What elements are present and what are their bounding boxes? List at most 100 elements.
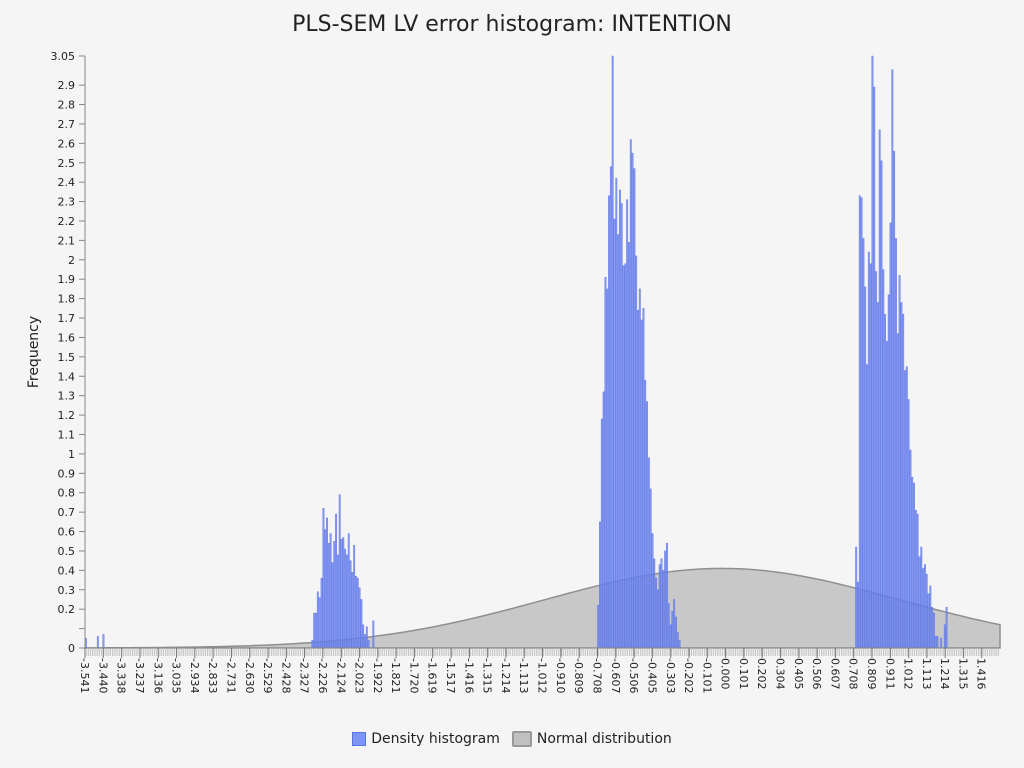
histogram-bar <box>913 482 915 649</box>
x-tick-label: -3.440 <box>96 658 109 693</box>
histogram-bar <box>642 308 645 649</box>
y-tick-label: 0.5 <box>58 545 76 558</box>
histogram-bar <box>656 589 659 649</box>
x-tick-label: -3.035 <box>170 658 183 693</box>
histogram-bar <box>358 587 361 649</box>
y-tick-label: 1.2 <box>58 409 76 422</box>
y-tick-label: 1.3 <box>58 390 76 403</box>
histogram-bar <box>320 577 323 649</box>
x-tick-label: 0.911 <box>883 658 896 690</box>
histogram-bar <box>893 150 896 649</box>
histogram-bar <box>911 476 914 649</box>
x-tick-label: 0.809 <box>865 658 878 690</box>
histogram-bar <box>340 539 343 649</box>
histogram-bar <box>608 195 610 649</box>
legend-item-normal[interactable]: Normal distribution <box>511 731 672 747</box>
legend-label-histogram: Density histogram <box>371 731 500 747</box>
histogram-bar <box>902 313 905 649</box>
histogram-bar <box>633 168 636 649</box>
histogram-bar <box>338 494 341 649</box>
normal-distribution-area <box>84 567 1001 649</box>
histogram-bar <box>356 577 359 649</box>
histogram-bar <box>649 488 652 649</box>
x-tick-label: -3.338 <box>115 658 128 693</box>
y-tick-label: 1 <box>68 448 75 461</box>
histogram-bar <box>617 234 620 649</box>
histogram-bar <box>940 638 943 649</box>
x-tick-label: 1.315 <box>956 658 969 690</box>
histogram-bar <box>933 612 935 649</box>
histogram-bar <box>611 55 614 649</box>
histogram-bar <box>316 591 319 649</box>
y-tick-label: 2.3 <box>58 196 76 209</box>
histogram-bar <box>676 632 679 649</box>
histogram-bar <box>606 288 609 649</box>
histogram-bar <box>326 517 328 649</box>
normal-swatch-icon <box>511 731 532 747</box>
histogram-bar <box>671 610 674 649</box>
histogram-bar <box>945 607 948 649</box>
y-tick-label: 0.2 <box>58 603 76 616</box>
histogram-bar <box>604 277 607 649</box>
histogram-bar <box>331 562 334 649</box>
x-tick-label: -0.708 <box>590 658 603 693</box>
y-tick-label: 1.6 <box>58 331 76 344</box>
histogram-bar <box>599 521 601 649</box>
histogram-bar <box>929 585 932 649</box>
histogram-bar <box>102 634 105 649</box>
histogram-bars-layer <box>84 55 948 649</box>
histogram-bar <box>880 160 883 649</box>
y-tick-label: 2.6 <box>58 137 76 150</box>
histogram-bar <box>347 533 350 649</box>
x-tick-label: 0.607 <box>828 658 841 690</box>
x-tick-label: 1.214 <box>938 658 951 690</box>
histogram-bar <box>653 558 656 649</box>
x-tick-label: 0.506 <box>810 658 823 690</box>
histogram-bar <box>891 69 894 649</box>
x-tick-label: 0.304 <box>774 658 787 690</box>
x-tick-label: -3.237 <box>133 658 146 693</box>
histogram-bar <box>335 513 337 649</box>
histogram-bar <box>662 570 665 649</box>
legend-label-normal: Normal distribution <box>536 731 672 747</box>
x-tick-label: -1.214 <box>499 658 512 693</box>
x-tick-label: -0.506 <box>627 658 640 693</box>
x-tick-label: -2.023 <box>353 658 366 693</box>
histogram-bar <box>618 189 621 649</box>
x-tick-label: -0.910 <box>554 658 567 693</box>
histogram-bar <box>904 370 906 649</box>
histogram-bar <box>353 544 356 649</box>
histogram-bar <box>628 242 630 649</box>
histogram-bar <box>351 572 354 649</box>
histogram-bar <box>864 286 867 649</box>
histogram-bar <box>329 533 332 649</box>
legend: Density histogram Normal distribution <box>0 731 1024 747</box>
histogram-bar <box>646 401 648 649</box>
histogram-bar <box>855 546 858 649</box>
x-tick-label: -2.428 <box>279 658 292 693</box>
y-tick-label: 2.1 <box>58 234 76 247</box>
histogram-bar <box>372 620 375 649</box>
histogram-bar <box>866 364 868 649</box>
legend-item-histogram[interactable]: Density histogram <box>352 731 500 747</box>
x-tick-label: -0.202 <box>682 658 695 693</box>
plot-area: 0 0.2 0.3 0.4 0.5 0.6 0.7 0.8 0.9 1 1.1 1.2 1.3 1.4 1.… <box>51 50 1001 693</box>
y-tick-label: 1.9 <box>58 273 76 286</box>
histogram-bar <box>637 310 639 649</box>
y-tick-label: 1.4 <box>58 370 76 383</box>
histogram-bar <box>920 546 923 649</box>
y-tick-label: 0.7 <box>58 506 76 519</box>
histogram-bar <box>315 612 317 649</box>
x-tick-label: -1.113 <box>517 658 530 693</box>
histogram-bar <box>313 612 316 649</box>
x-tick-label: 1.416 <box>975 658 988 690</box>
histogram-bar <box>666 542 668 649</box>
y-tick-label: 1.1 <box>58 428 76 441</box>
x-tick-label: -0.405 <box>645 658 658 693</box>
histogram-bar <box>858 195 861 649</box>
y-tick-label: 0.4 <box>58 564 76 577</box>
histogram-bar <box>673 599 676 649</box>
histogram-bar <box>884 313 887 649</box>
axes-layer: 0 0.2 0.3 0.4 0.5 0.6 0.7 0.8 0.9 1 1.1 1.2 1.3 1.4 1.… <box>51 50 1000 693</box>
histogram-bar <box>342 537 345 649</box>
